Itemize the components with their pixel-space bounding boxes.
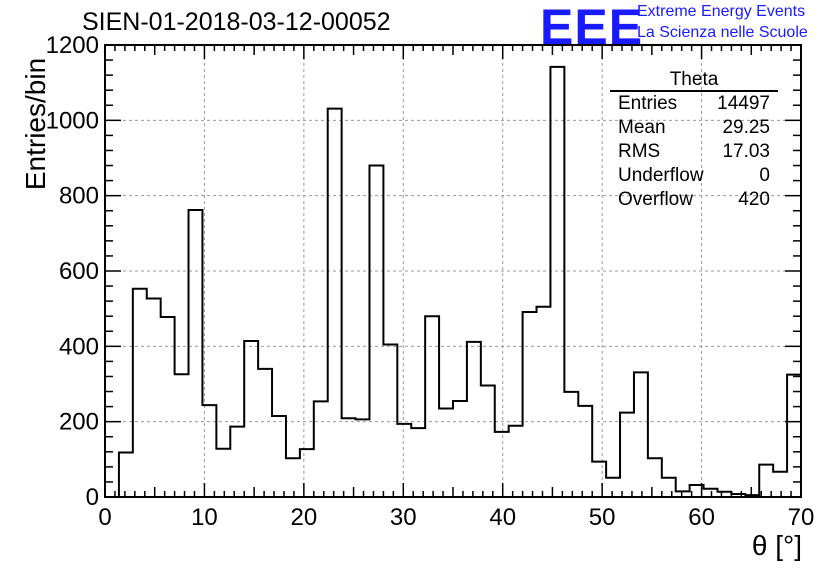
histogram-bin xyxy=(425,316,439,497)
y-tick-label: 800 xyxy=(59,183,99,210)
stats-value: 29.25 xyxy=(722,117,770,138)
y-tick-label: 200 xyxy=(59,409,99,436)
histogram-bin xyxy=(244,341,258,497)
stats-row-rms: RMS 17.03 xyxy=(610,140,778,164)
stats-box: Theta Entries 14497 Mean 29.25 RMS 17.03… xyxy=(610,70,778,212)
histogram-bin xyxy=(773,472,787,497)
x-tick-label: 30 xyxy=(390,504,417,531)
histogram-bin xyxy=(383,344,397,497)
stats-value: 14497 xyxy=(717,93,770,114)
histogram-bars xyxy=(105,65,802,498)
histogram-bin xyxy=(328,109,342,497)
axes xyxy=(104,44,802,498)
histogram-outline xyxy=(105,65,802,498)
histogram-bin xyxy=(411,428,425,497)
stats-row-underflow: Underflow 0 xyxy=(610,164,778,188)
histogram-bin xyxy=(216,449,230,497)
histogram-bin xyxy=(634,372,648,497)
histogram-bin xyxy=(230,427,244,497)
x-axis-label: θ [°] xyxy=(751,530,802,561)
histogram-bin xyxy=(648,458,662,497)
histogram-bin xyxy=(258,369,272,497)
stats-label: RMS xyxy=(618,141,661,162)
histogram-bin xyxy=(119,453,133,497)
stats-row-mean: Mean 29.25 xyxy=(610,116,778,140)
histogram-bin xyxy=(467,342,481,497)
histogram-bin xyxy=(286,458,300,497)
histogram-bin xyxy=(481,386,495,497)
grid-lines xyxy=(105,45,801,497)
x-tick-label: 40 xyxy=(489,504,516,531)
logo-line-2: La Scienza nelle Scuole xyxy=(637,24,808,41)
x-tick-label: 20 xyxy=(291,504,318,531)
logo-line-1: Extreme Energy Events xyxy=(637,3,806,20)
histogram-bin xyxy=(300,449,314,497)
stats-label: Overflow xyxy=(618,189,693,210)
stats-title: Theta xyxy=(610,70,778,92)
y-tick-label: 400 xyxy=(59,333,99,360)
histogram-bin xyxy=(578,406,592,497)
histogram-bin xyxy=(537,307,551,497)
x-tick-label: 70 xyxy=(788,504,815,531)
stats-value: 17.03 xyxy=(722,141,770,162)
y-tick-label: 600 xyxy=(59,258,99,285)
histogram-bin xyxy=(620,413,634,497)
histogram-bin xyxy=(439,408,453,497)
histogram-bin xyxy=(397,424,411,497)
stats-row-overflow: Overflow 420 xyxy=(610,188,778,212)
histogram-bin xyxy=(133,289,147,497)
histogram-bin xyxy=(606,478,620,497)
histogram-bin xyxy=(189,210,203,497)
histogram-bin xyxy=(495,432,509,497)
y-tick-label: 1000 xyxy=(46,107,99,134)
histogram-bin xyxy=(356,419,370,497)
histogram-bin xyxy=(342,418,356,497)
y-tick-label: 1200 xyxy=(46,32,99,59)
y-tick-label: 0 xyxy=(86,484,99,511)
histogram-bin xyxy=(509,426,523,497)
stats-label: Entries xyxy=(618,93,678,114)
histogram-bin xyxy=(592,462,606,497)
histogram-bin xyxy=(550,67,564,497)
stats-row-entries: Entries 14497 xyxy=(610,92,778,116)
stats-value: 420 xyxy=(738,189,770,210)
histogram-bin xyxy=(704,489,718,497)
histogram-bin xyxy=(175,374,189,497)
histogram-bin xyxy=(787,375,801,497)
histogram-bin xyxy=(662,478,676,497)
histogram-bin xyxy=(369,166,383,497)
x-tick-label: 0 xyxy=(98,504,111,531)
stats-value: 0 xyxy=(759,165,770,186)
histogram-bin xyxy=(453,401,467,497)
x-tick-label: 60 xyxy=(688,504,715,531)
histogram-bin xyxy=(272,416,286,497)
histogram-bin xyxy=(314,401,328,497)
tick-labels: 0 10 20 30 40 50 60 70 0 200 400 600 800 1000 1200 xyxy=(46,32,815,531)
chart-title: SIEN-01-2018-03-12-00052 xyxy=(82,8,391,36)
stats-label: Mean xyxy=(618,117,666,138)
histogram-bin xyxy=(161,317,175,497)
x-tick-label: 10 xyxy=(191,504,218,531)
histogram-bin xyxy=(564,392,578,497)
stats-label: Underflow xyxy=(618,165,704,186)
x-tick-label: 50 xyxy=(589,504,616,531)
histogram-bin xyxy=(147,298,161,497)
histogram-bin xyxy=(523,312,537,497)
